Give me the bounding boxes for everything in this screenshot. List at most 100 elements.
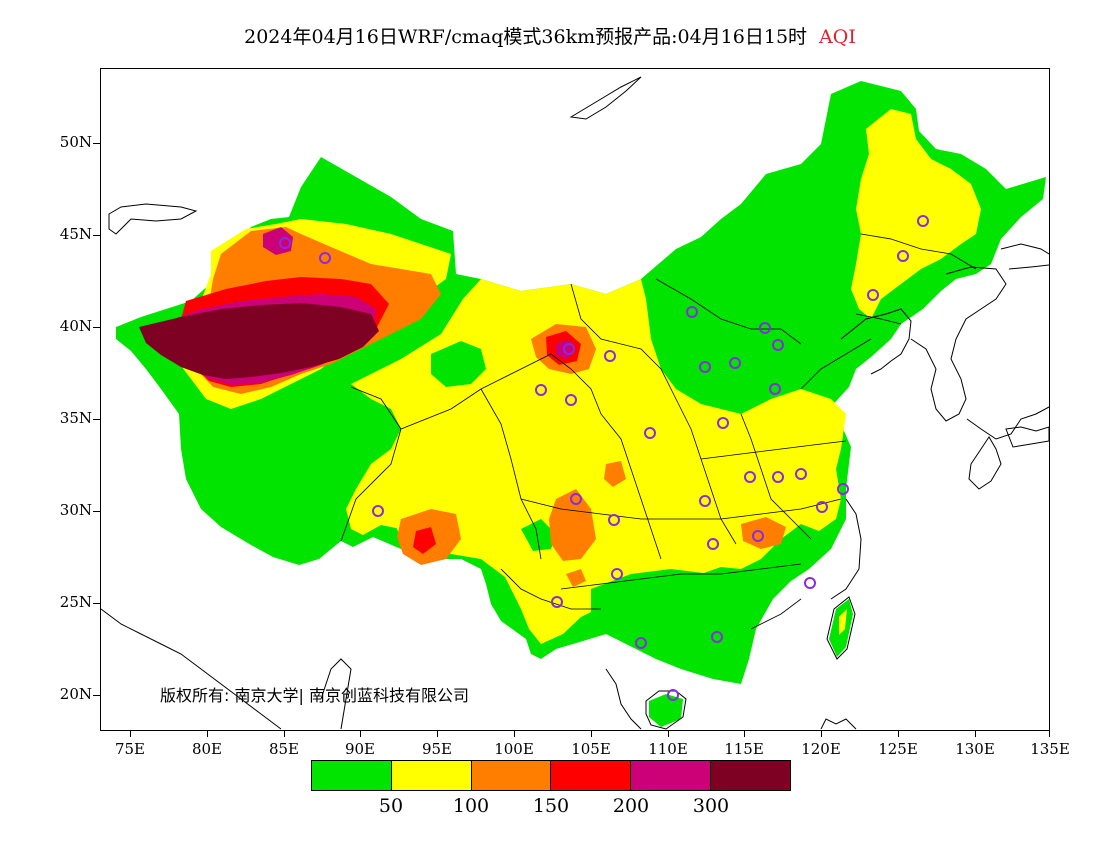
y-tick xyxy=(93,603,100,604)
station-marker xyxy=(867,289,879,301)
x-tick xyxy=(1049,731,1050,737)
y-label-20n: 20N xyxy=(59,685,92,703)
x-tick xyxy=(130,731,131,737)
station-marker xyxy=(372,505,384,517)
y-label-25n: 25N xyxy=(59,593,92,611)
hainan-island xyxy=(649,694,683,727)
moderate-region-tibet-south xyxy=(391,464,551,589)
y-label-45n: 45N xyxy=(59,225,92,243)
station-marker xyxy=(804,577,816,589)
title-main: 2024年04月16日WRF/cmaq模式36km预报产品:04月16日15时 xyxy=(244,26,808,48)
station-marker xyxy=(699,361,711,373)
station-marker xyxy=(635,637,647,649)
good-pocket-qinghai xyxy=(431,341,486,387)
y-label-40n: 40N xyxy=(59,317,92,335)
copyright-notice: 版权所有: 南京大学| 南京创蓝科技有限公司 xyxy=(160,686,469,705)
y-label-30n: 30N xyxy=(59,501,92,519)
legend-swatch-very-unhealthy xyxy=(631,761,712,790)
x-tick xyxy=(898,731,899,737)
x-tick xyxy=(514,731,515,737)
x-label-105e: 105E xyxy=(571,740,611,758)
x-label-85e: 85E xyxy=(268,740,300,758)
station-marker xyxy=(759,322,771,334)
station-marker xyxy=(608,514,620,526)
x-label-115e: 115E xyxy=(724,740,764,758)
good-pocket-north-china xyxy=(661,304,801,389)
station-marker xyxy=(897,250,909,262)
x-tick xyxy=(821,731,822,737)
x-tick xyxy=(360,731,361,737)
x-tick xyxy=(744,731,745,737)
station-marker xyxy=(772,471,784,483)
y-tick xyxy=(93,327,100,328)
province-boundaries xyxy=(340,233,977,630)
taiwan-moderate xyxy=(839,609,847,635)
title-variable: AQI xyxy=(819,26,856,48)
station-marker xyxy=(717,417,729,429)
y-tick xyxy=(93,235,100,236)
station-marker xyxy=(686,306,698,318)
x-label-100e: 100E xyxy=(494,740,534,758)
x-label-80e: 80E xyxy=(191,740,223,758)
station-marker xyxy=(611,568,623,580)
station-marker xyxy=(795,468,807,480)
x-label-90e: 90E xyxy=(344,740,376,758)
legend-label-200: 200 xyxy=(612,795,650,817)
station-marker xyxy=(535,384,547,396)
x-label-75e: 75E xyxy=(114,740,146,758)
coastlines xyxy=(101,76,1049,730)
x-label-130e: 130E xyxy=(955,740,995,758)
x-label-110e: 110E xyxy=(648,740,688,758)
station-marker xyxy=(319,252,331,264)
legend-label-100: 100 xyxy=(452,795,490,817)
station-marker xyxy=(707,538,719,550)
legend-label-150: 150 xyxy=(532,795,570,817)
legend-label-300: 300 xyxy=(692,795,730,817)
legend-swatch-unhealthy xyxy=(551,761,632,790)
station-marker xyxy=(772,339,784,351)
moderate-region-northeast xyxy=(851,109,981,319)
x-label-125e: 125E xyxy=(878,740,918,758)
y-tick xyxy=(93,695,100,696)
station-marker xyxy=(563,343,575,355)
station-marker xyxy=(551,596,563,608)
x-label-95e: 95E xyxy=(421,740,453,758)
x-label-135e: 135E xyxy=(1030,740,1070,758)
legend-swatch-usg xyxy=(471,761,552,790)
usg-region-guizhou xyxy=(566,569,586,587)
legend-swatch-moderate xyxy=(391,761,472,790)
station-marker xyxy=(604,350,616,362)
station-marker xyxy=(644,427,656,439)
station-marker xyxy=(752,530,764,542)
station-marker xyxy=(570,493,582,505)
station-marker xyxy=(729,357,741,369)
station-marker xyxy=(917,215,929,227)
good-pocket-sichuan xyxy=(521,519,556,551)
x-tick xyxy=(207,731,208,737)
station-marker xyxy=(699,495,711,507)
x-tick xyxy=(591,731,592,737)
legend-label-50: 50 xyxy=(378,795,404,817)
x-tick xyxy=(668,731,669,737)
aqi-map xyxy=(101,76,1049,730)
station-marker xyxy=(769,383,781,395)
hazardous-region-taklimakan xyxy=(139,303,379,379)
station-markers xyxy=(279,215,929,701)
map-frame xyxy=(100,68,1050,731)
unhealthy-region-tibet xyxy=(413,527,436,554)
y-tick xyxy=(93,419,100,420)
y-tick xyxy=(93,511,100,512)
station-marker xyxy=(279,237,291,249)
y-tick xyxy=(93,143,100,144)
x-tick xyxy=(975,731,976,737)
map-title: 2024年04月16日WRF/cmaq模式36km预报产品:04月16日15时 A… xyxy=(0,22,1100,49)
station-marker xyxy=(816,501,828,513)
usg-region-hubei xyxy=(741,517,786,549)
station-marker xyxy=(837,483,849,495)
x-tick xyxy=(284,731,285,737)
x-label-120e: 120E xyxy=(801,740,841,758)
y-label-35n: 35N xyxy=(59,409,92,427)
legend-swatch-hazardous xyxy=(711,761,790,790)
legend-swatch-good xyxy=(312,761,392,790)
usg-region-hunan xyxy=(604,461,626,487)
